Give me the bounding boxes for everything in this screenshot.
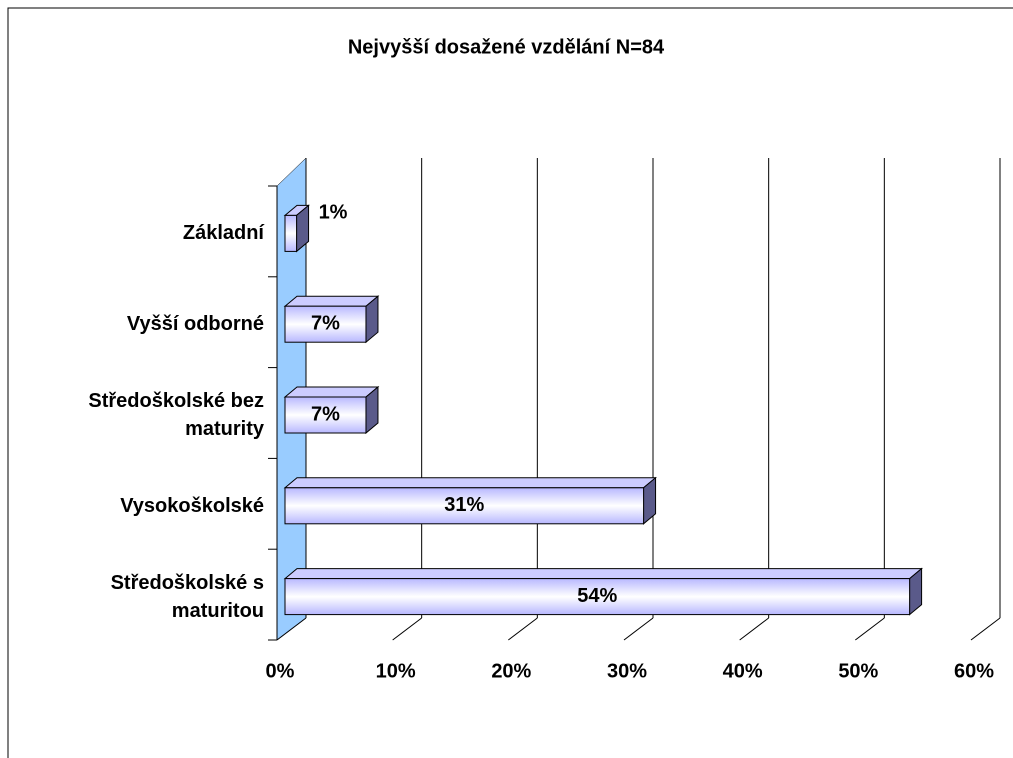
- grid-line: [623, 617, 654, 641]
- bar: [283, 476, 657, 525]
- bar-front: [284, 305, 367, 343]
- data-label: 7%: [311, 403, 340, 425]
- bar-top: [283, 386, 380, 398]
- x-tick-label: 50%: [838, 660, 878, 682]
- data-label: 7%: [311, 312, 340, 334]
- bar-top: [283, 477, 657, 489]
- bar-front: [284, 396, 367, 434]
- chart-title: Nejvyšší dosažené vzdělání N=84: [348, 36, 665, 58]
- x-tick-label: 40%: [723, 660, 763, 682]
- bar: [283, 385, 380, 435]
- x-tick-label: 30%: [607, 660, 647, 682]
- grid-line: [970, 617, 1001, 641]
- x-tick-label: 60%: [954, 660, 994, 682]
- y-tick-label: Vyšší odborné: [126, 313, 264, 336]
- y-tick-label: Základní: [182, 222, 264, 245]
- bar-front: [284, 487, 645, 525]
- x-tick-label: 10%: [376, 660, 416, 682]
- frame: [7, 7, 1013, 758]
- bar: [283, 204, 310, 253]
- y-tick-label: Středoškolské bez maturity: [88, 390, 264, 440]
- bar-front: [284, 214, 298, 252]
- y-tick-label: Vysokoškolské: [120, 494, 264, 517]
- bar-top: [283, 295, 380, 307]
- x-tick-label: 20%: [491, 660, 531, 682]
- data-label: 54%: [577, 585, 617, 607]
- grid-line: [276, 617, 307, 641]
- grid-line: [739, 617, 769, 641]
- bar: [283, 567, 923, 616]
- bar-top: [283, 568, 923, 580]
- grid-line: [508, 617, 538, 641]
- grid-line: [855, 617, 885, 641]
- data-label: 31%: [444, 494, 484, 516]
- grid-line: [392, 617, 422, 641]
- x-tick-label: 0%: [266, 660, 295, 682]
- y-tick-label: Středoškolské s maturitou: [110, 571, 264, 622]
- bar: [283, 295, 380, 344]
- data-label: 1%: [319, 202, 348, 224]
- bar-front: [284, 578, 911, 616]
